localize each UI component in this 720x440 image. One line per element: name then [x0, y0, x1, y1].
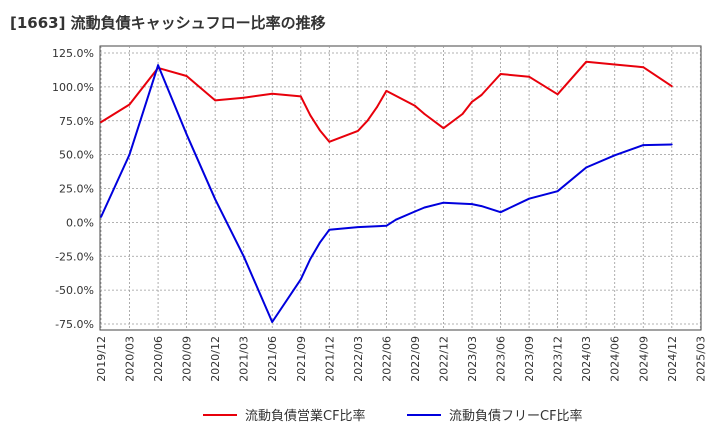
data-point	[613, 63, 616, 66]
data-point	[376, 106, 378, 109]
data-point	[423, 113, 426, 115]
data-point	[185, 133, 188, 136]
data-point	[499, 73, 502, 75]
data-point	[366, 119, 369, 122]
data-point	[318, 241, 321, 244]
data-point	[271, 92, 274, 95]
y-axis: 125.0% 100.0% 75.0% 50.0% 25.0% 0.0% -25.0% -50…	[52, 47, 94, 331]
series-line-2	[100, 64, 672, 323]
y-tick-label: 0.0%	[66, 216, 94, 229]
data-point	[100, 216, 102, 218]
x-tick-label: 2020/12	[209, 336, 222, 382]
data-point	[128, 153, 131, 156]
data-point	[585, 166, 588, 169]
grid	[100, 46, 701, 330]
data-point	[480, 205, 483, 208]
data-point	[357, 130, 359, 132]
chart-title: [1663] 流動負債キャッシュフロー比率の推移	[10, 14, 326, 32]
data-point	[461, 113, 464, 115]
data-point	[385, 224, 388, 227]
data-point	[395, 218, 397, 221]
x-tick-label: 2019/12	[95, 336, 108, 382]
data-point	[414, 210, 416, 213]
x-tick-label: 2021/06	[266, 336, 279, 382]
y-tick-label: -25.0%	[55, 250, 94, 263]
series-line-1	[100, 60, 673, 143]
data-point	[480, 94, 483, 96]
y-tick-label: -50.0%	[55, 284, 94, 297]
data-point	[214, 198, 217, 201]
legend-label-1: 流動負債営業CF比率	[245, 408, 366, 424]
data-point	[328, 228, 331, 231]
y-tick-label: 50.0%	[59, 149, 94, 162]
data-point	[357, 226, 359, 229]
data-point	[442, 201, 445, 204]
data-point	[328, 140, 331, 143]
x-tick-label: 2022/12	[437, 336, 450, 382]
data-point	[642, 144, 645, 147]
data-point	[499, 211, 502, 214]
x-tick-label: 2023/06	[495, 336, 508, 382]
x-tick-label: 2023/03	[466, 336, 479, 382]
y-tick-label: 125.0%	[52, 47, 94, 60]
x-tick-label: 2024/03	[580, 336, 593, 382]
data-point	[242, 255, 245, 258]
x-tick-label: 2020/03	[124, 336, 137, 382]
x-tick-label: 2024/12	[666, 336, 679, 382]
y-tick-label: 25.0%	[59, 183, 94, 196]
legend-label-2: 流動負債フリーCF比率	[449, 408, 583, 424]
data-point	[642, 66, 645, 69]
data-point	[442, 127, 445, 130]
data-point	[128, 103, 131, 106]
data-point	[309, 114, 312, 117]
x-tick-label: 2021/03	[238, 336, 251, 382]
data-point	[385, 90, 388, 92]
data-point	[471, 203, 473, 206]
data-point	[670, 143, 673, 146]
data-point	[471, 100, 473, 103]
data-point	[299, 278, 302, 281]
data-point	[185, 75, 188, 77]
data-point	[528, 75, 530, 78]
data-point	[528, 197, 530, 200]
x-tick-label: 2021/12	[323, 336, 336, 382]
data-point	[556, 93, 559, 96]
y-tick-label: 75.0%	[59, 115, 94, 128]
x-tick-label: 2023/12	[552, 336, 565, 382]
data-point	[157, 64, 160, 67]
x-tick-label: 2020/09	[181, 336, 194, 382]
data-point	[242, 96, 245, 99]
x-tick-label: 2020/06	[152, 336, 165, 382]
data-point	[299, 95, 302, 98]
data-point	[309, 258, 312, 260]
x-axis: 2019/12 2020/03 2020/06 2020/09 2020/12 2021/…	[95, 336, 707, 382]
data-point	[100, 121, 102, 123]
x-tick-label: 2025/03	[694, 336, 707, 382]
legend: 流動負債営業CF比率 流動負債フリーCF比率	[203, 408, 583, 424]
data-point	[556, 190, 559, 193]
data-point	[613, 154, 616, 157]
data-point	[271, 321, 274, 323]
x-tick-label: 2023/09	[523, 336, 536, 382]
x-tick-label: 2022/03	[352, 336, 365, 382]
data-point	[414, 104, 416, 107]
y-tick-label: 100.0%	[52, 81, 94, 94]
data-point	[585, 60, 588, 63]
x-tick-label: 2022/06	[380, 336, 393, 382]
x-tick-label: 2024/09	[637, 336, 650, 382]
x-tick-label: 2022/09	[409, 336, 422, 382]
data-point	[423, 206, 426, 209]
data-point	[670, 85, 673, 88]
x-tick-label: 2024/06	[609, 336, 622, 382]
series-layer	[100, 60, 673, 323]
data-point	[318, 129, 321, 132]
x-tick-label: 2021/09	[295, 336, 308, 382]
data-point	[214, 99, 217, 102]
y-tick-label: -75.0%	[55, 318, 94, 331]
plot-area	[99, 45, 702, 331]
